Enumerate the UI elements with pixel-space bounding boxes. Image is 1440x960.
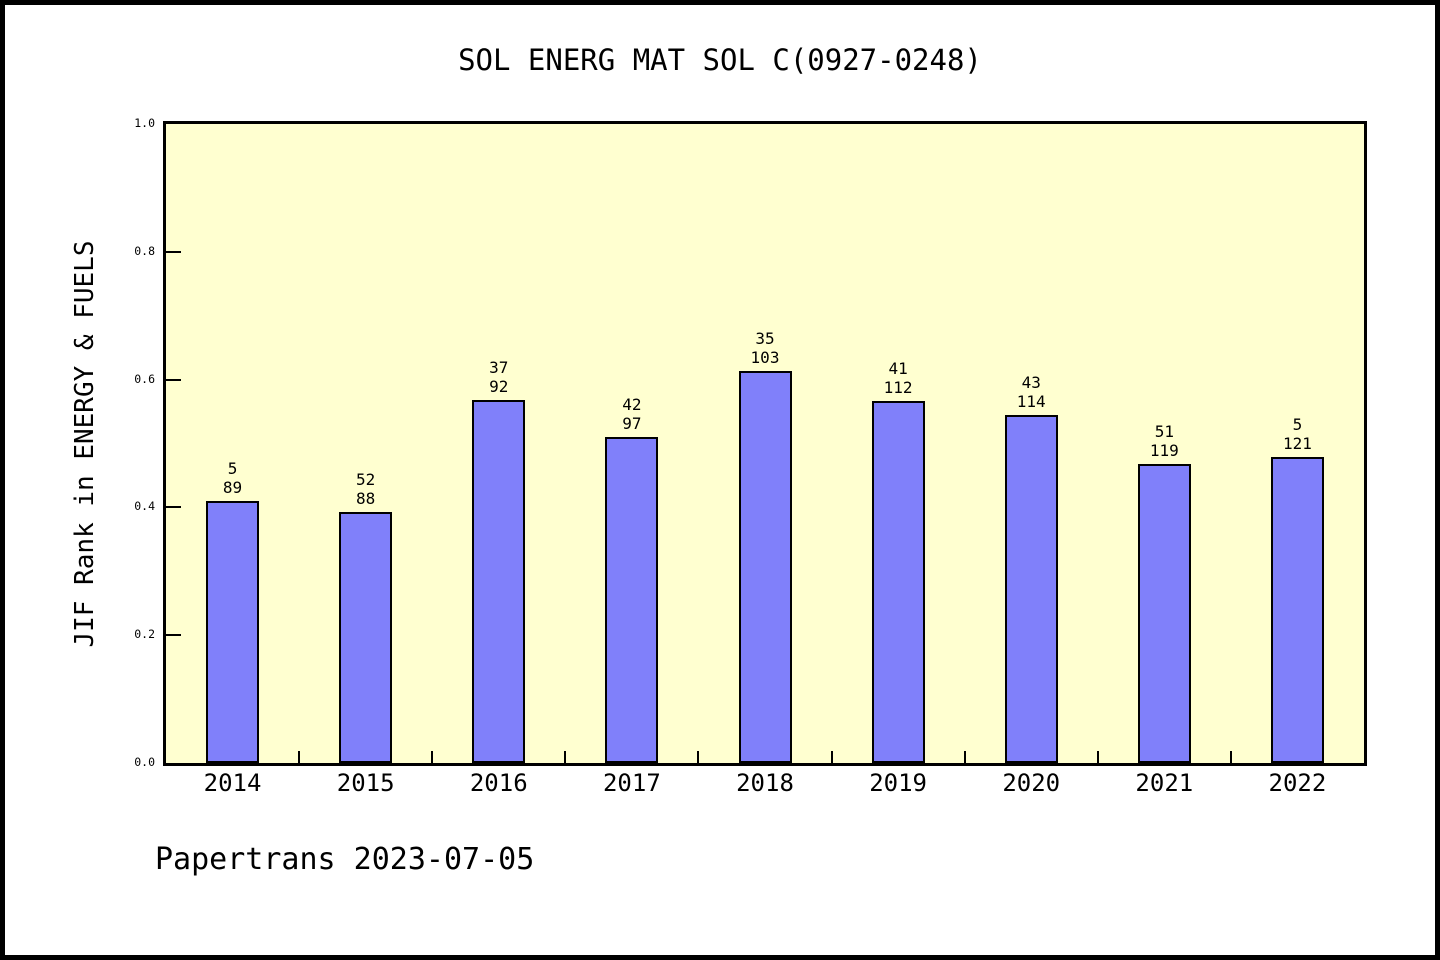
- bar-2015: [339, 512, 393, 763]
- bar-2022: [1270, 457, 1324, 763]
- bar-2018: [738, 371, 792, 763]
- bar-value-label-2017: 42 97: [622, 395, 642, 433]
- x-tick-mark: [298, 751, 301, 763]
- bar-value-label-2021: 51 119: [1149, 422, 1179, 460]
- bar-2014: [206, 501, 260, 763]
- x-tick-mark: [697, 751, 700, 763]
- bar-2016: [472, 400, 526, 763]
- y-tick-label: 0.8: [134, 243, 155, 258]
- y-tick-label: 1.0: [134, 116, 155, 130]
- y-axis-label: JIF Rank in ENERGY & FUELS: [70, 240, 100, 648]
- y-tick-label: 0.4: [134, 499, 155, 514]
- y-tick-mark: [166, 378, 181, 381]
- bar-2019: [871, 401, 925, 763]
- bar-2020: [1004, 415, 1058, 763]
- y-tick-mark: [166, 250, 181, 253]
- x-tick-mark: [1229, 751, 1232, 763]
- watermark-text: Papertrans 2023-07-05: [155, 842, 535, 877]
- x-tick-label-2016: 2016: [469, 769, 528, 797]
- bar-value-label-2018: 35 103: [750, 329, 780, 367]
- x-tick-label-2020: 2020: [1002, 769, 1061, 797]
- y-tick-mark: [166, 506, 181, 509]
- bar-value-label-2022: 5 121: [1282, 415, 1312, 453]
- x-tick-label-2014: 2014: [203, 769, 262, 797]
- x-tick-label-2019: 2019: [869, 769, 927, 797]
- x-tick-label-2022: 2022: [1268, 769, 1327, 797]
- x-tick-label-2015: 2015: [336, 769, 395, 797]
- x-tick-label-2021: 2021: [1135, 769, 1194, 797]
- x-tick-label-2017: 2017: [602, 769, 661, 797]
- bar-value-label-2020: 43 114: [1016, 373, 1046, 411]
- bar-value-label-2014: 5 89: [222, 459, 243, 497]
- y-tick-mark: [166, 634, 181, 637]
- chart-title: SOL ENERG MAT SOL C(0927-0248): [458, 43, 982, 77]
- bar-2021: [1137, 464, 1191, 763]
- x-tick-mark: [564, 751, 567, 763]
- x-tick-mark: [963, 751, 966, 763]
- y-tick-label: 0.2: [134, 627, 155, 642]
- bar-value-label-2015: 52 88: [356, 470, 376, 508]
- y-tick-label: 0.0: [134, 755, 155, 769]
- x-tick-mark: [1096, 751, 1099, 763]
- y-tick-label: 0.6: [134, 371, 155, 386]
- x-tick-label-2018: 2018: [736, 769, 794, 797]
- bar-value-label-2016: 37 92: [489, 358, 509, 396]
- bar-value-label-2019: 41 112: [883, 359, 913, 397]
- bar-2017: [605, 437, 659, 763]
- x-tick-mark: [830, 751, 833, 763]
- x-tick-mark: [431, 751, 434, 763]
